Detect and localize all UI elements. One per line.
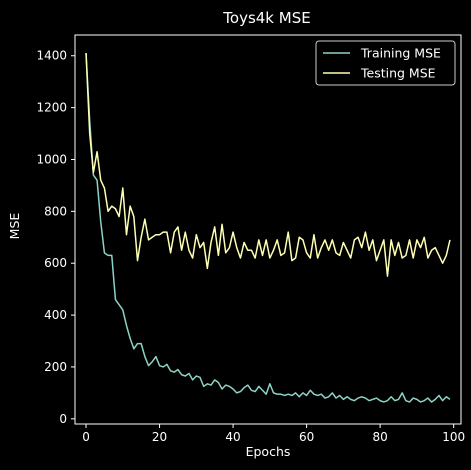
- legend-box: [315, 40, 456, 86]
- y-tick-label: 400: [44, 308, 67, 322]
- y-tick-label: 600: [44, 256, 67, 270]
- y-axis-label: MSE: [7, 213, 22, 240]
- y-tick-label: 1200: [36, 101, 67, 115]
- y-tick-label: 0: [59, 412, 67, 426]
- x-tick-label: 80: [372, 430, 387, 444]
- x-tick-label: 40: [225, 430, 240, 444]
- legend-label-training-mse: Training MSE: [360, 46, 441, 61]
- x-tick-label: 20: [152, 430, 167, 444]
- series-line-testing-mse: [85, 53, 451, 277]
- y-tick-label: 800: [44, 204, 67, 218]
- plot-frame: [74, 34, 462, 425]
- chart-title: Toys4k MSE: [222, 9, 310, 27]
- x-tick-label: 0: [82, 430, 90, 444]
- series-line-training-mse: [85, 53, 451, 403]
- legend: Training MSE Testing MSE: [315, 40, 456, 86]
- x-axis-label: Epochs: [246, 444, 291, 459]
- x-tick-label: 100: [442, 430, 465, 444]
- y-tick-label: 1400: [36, 49, 67, 63]
- y-tick-label: 200: [44, 360, 67, 374]
- legend-label-testing-mse: Testing MSE: [360, 66, 436, 81]
- x-tick-label: 60: [299, 430, 314, 444]
- y-tick-label: 1000: [36, 152, 67, 166]
